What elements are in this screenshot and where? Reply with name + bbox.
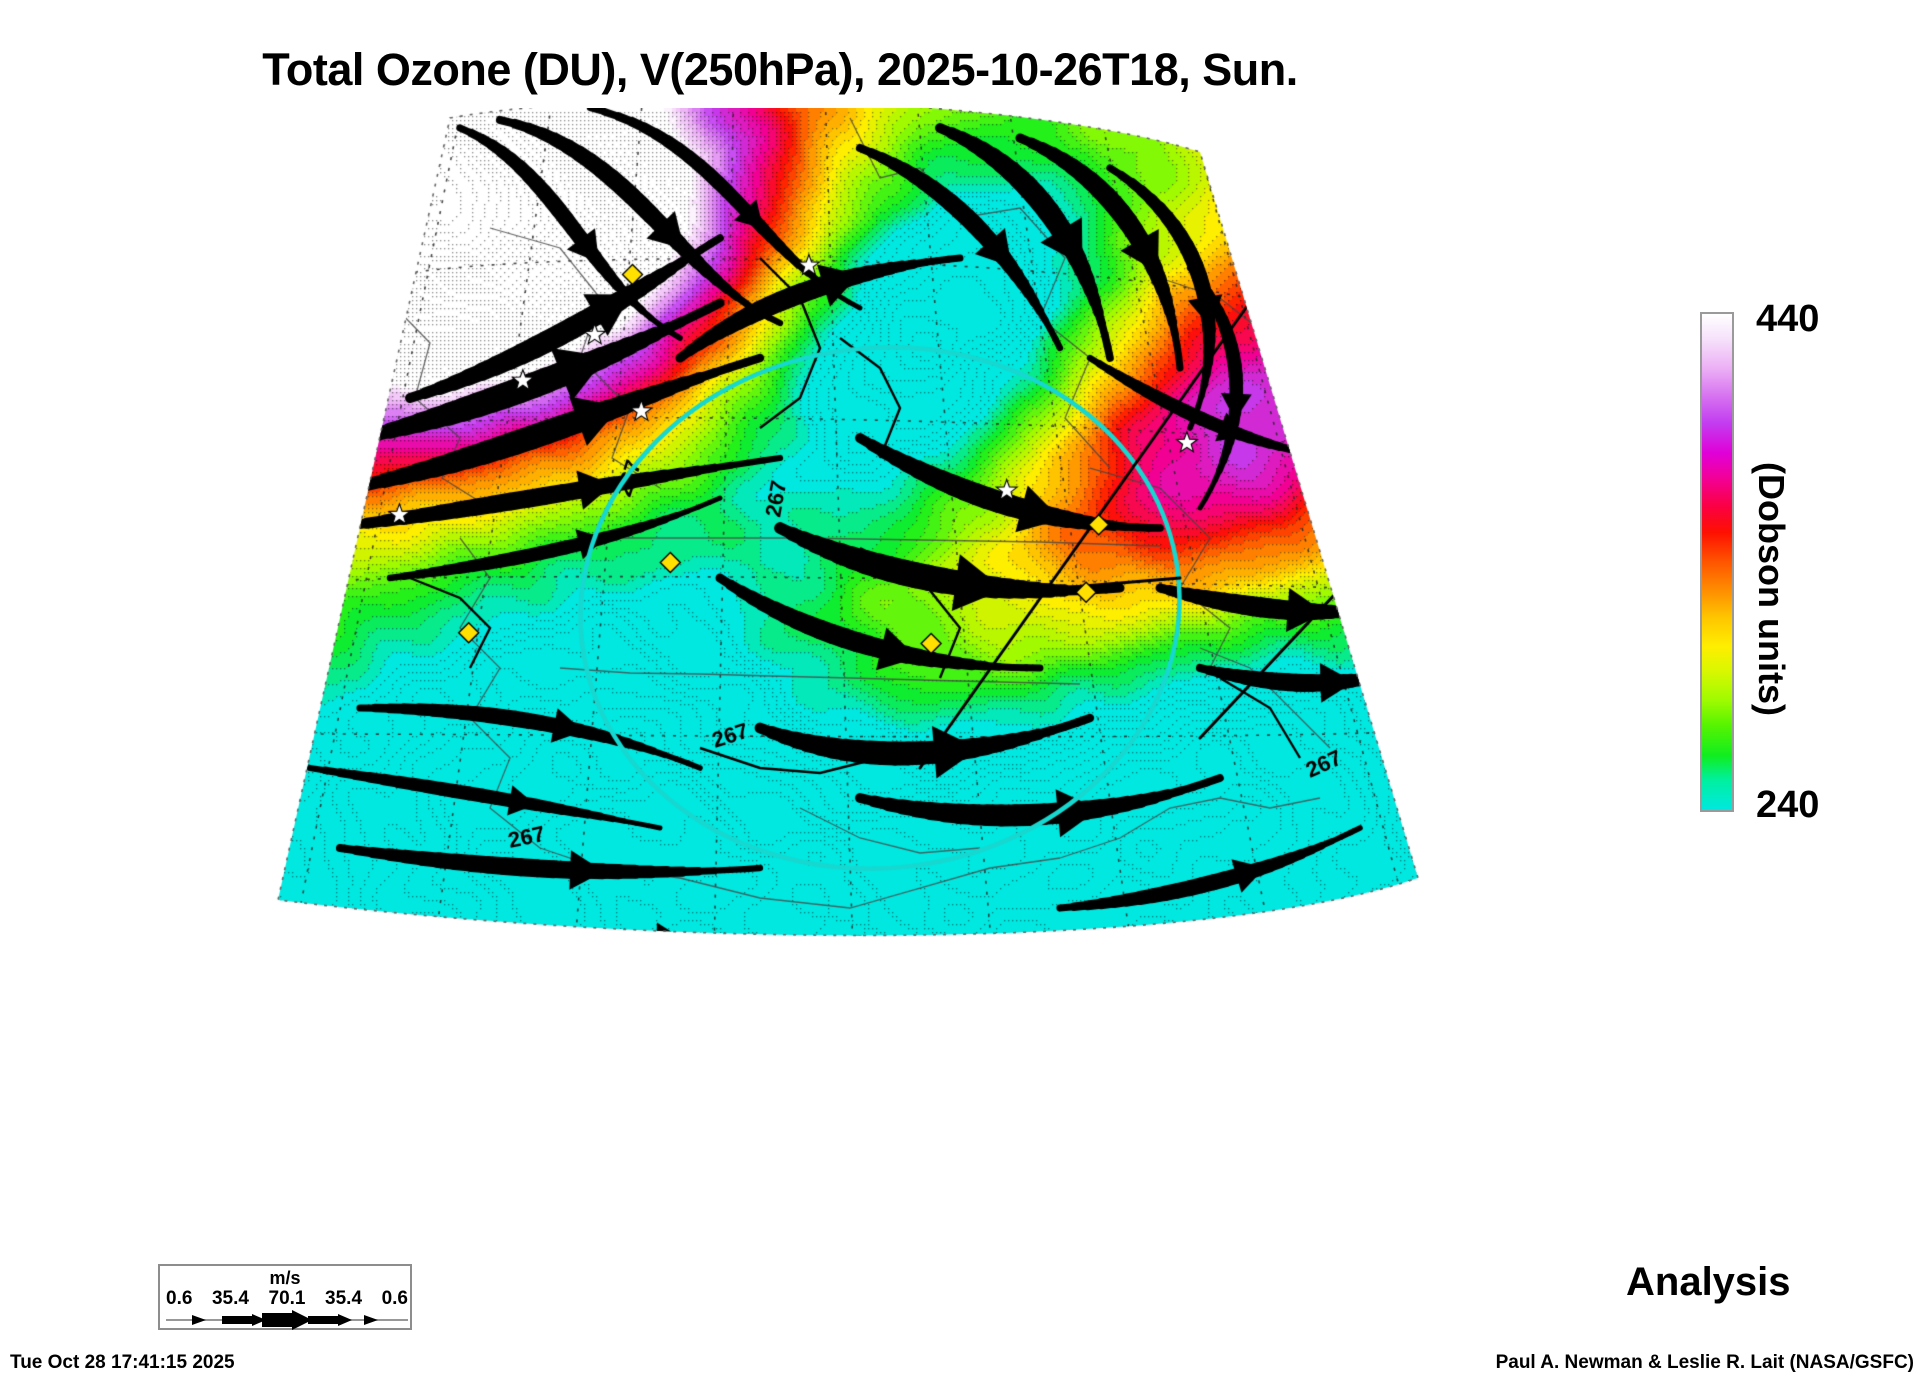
ozone-map[interactable]	[160, 108, 1420, 1008]
author-credits: Paul A. Newman & Leslie R. Lait (NASA/GS…	[1495, 1352, 1914, 1373]
wind-arrow-icon	[166, 1310, 408, 1330]
wind-tick-3: 35.4	[325, 1288, 363, 1309]
colorbar-group: 440 240 (Dobson units)	[1700, 298, 1920, 826]
wind-speed-legend: m/s 0.6 35.4 70.1 35.4 0.6	[158, 1264, 412, 1330]
colorbar-max-label: 440	[1756, 298, 1820, 340]
wind-tick-1: 35.4	[211, 1288, 249, 1309]
wind-units-label: m/s	[269, 1268, 301, 1288]
generation-timestamp: Tue Oct 28 17:41:15 2025	[10, 1352, 235, 1373]
wind-tick-labels: 0.6 35.4 70.1 35.4 0.6	[166, 1288, 408, 1310]
map-canvas[interactable]	[160, 108, 1420, 1008]
page-title: Total Ozone (DU), V(250hPa), 2025-10-26T…	[262, 44, 1298, 95]
wind-tick-4: 0.6	[381, 1288, 408, 1309]
analysis-label: Analysis	[1626, 1260, 1791, 1304]
colorbar-min-label: 240	[1756, 784, 1820, 826]
colorbar-gradient	[1700, 312, 1734, 812]
wind-tick-2: 70.1	[268, 1288, 306, 1309]
colorbar-axis-label: (Dobson units)	[1751, 462, 1792, 716]
wind-tick-0: 0.6	[166, 1288, 193, 1309]
